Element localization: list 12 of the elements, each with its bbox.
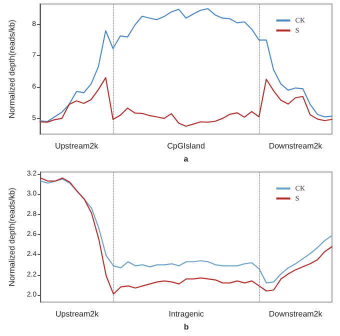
y-axis-title: Normalized depth(reads/kb)	[8, 187, 16, 286]
x-tick-label: Downstream2k	[268, 142, 324, 151]
x-tick-label: Intragenic	[168, 310, 204, 319]
x-tick-label: Upstream2k	[55, 310, 100, 319]
line-series	[39, 8, 333, 122]
x-tick-label: Downstream2k	[268, 310, 324, 319]
line-series	[39, 77, 333, 127]
y-axis-title: Normalized depth(reads/kb)	[8, 19, 16, 118]
x-tick-label: CpGIsland	[167, 142, 205, 151]
x-axis-title: b	[184, 322, 189, 332]
x-tick-label: Upstream2k	[54, 142, 100, 151]
x-axis-title: a	[184, 154, 189, 164]
